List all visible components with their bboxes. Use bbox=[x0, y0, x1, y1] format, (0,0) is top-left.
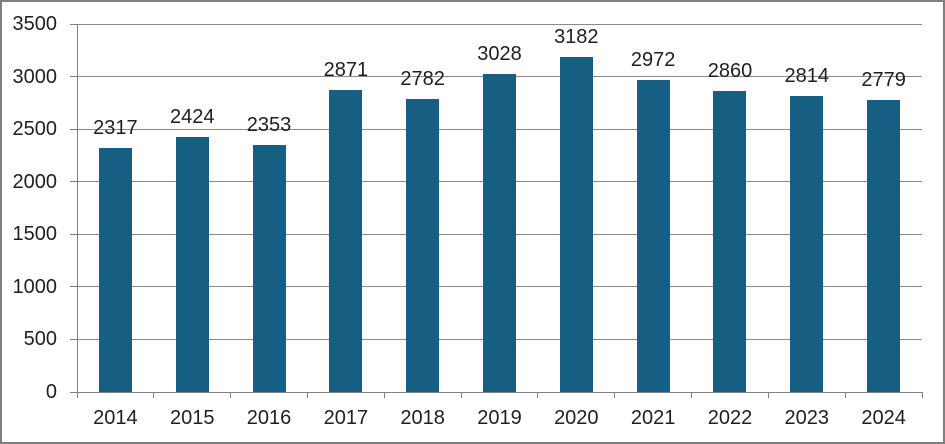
y-axis-tick bbox=[70, 23, 77, 25]
x-axis-line bbox=[77, 392, 922, 393]
y-axis-tick bbox=[70, 181, 77, 183]
y-axis-tick-label: 3500 bbox=[12, 13, 58, 35]
x-axis-tick bbox=[537, 392, 539, 398]
x-axis-tick-label: 2020 bbox=[554, 407, 599, 429]
bar-value-label: 2860 bbox=[707, 60, 753, 83]
bar-2018 bbox=[406, 99, 440, 392]
x-axis-tick bbox=[844, 392, 846, 398]
bar-2017 bbox=[329, 90, 363, 392]
y-axis-line bbox=[77, 24, 78, 392]
bar-2019 bbox=[483, 73, 516, 392]
y-axis-tick bbox=[70, 76, 77, 78]
bar-2020 bbox=[559, 57, 593, 392]
x-axis-tick bbox=[383, 392, 385, 398]
bar-2015 bbox=[175, 137, 209, 392]
y-axis-tick-label: 0 bbox=[45, 381, 57, 403]
bar-value-label: 2317 bbox=[93, 117, 138, 140]
bar-value-label: 2353 bbox=[246, 113, 292, 136]
y-axis-tick-label: 500 bbox=[23, 328, 57, 351]
x-axis-tick bbox=[921, 392, 923, 398]
x-axis-tick-label: 2014 bbox=[93, 407, 138, 429]
bar-2022 bbox=[713, 91, 747, 392]
x-axis-tick bbox=[153, 392, 155, 398]
y-axis-tick-label: 2000 bbox=[12, 170, 58, 193]
x-axis-tick bbox=[460, 392, 462, 398]
x-axis-tick-label: 2019 bbox=[477, 407, 522, 429]
x-axis-tick-label: 2024 bbox=[861, 407, 906, 429]
y-axis-tick bbox=[70, 391, 77, 393]
x-axis-tick-label: 2021 bbox=[630, 407, 676, 429]
x-axis-tick-label: 2018 bbox=[400, 407, 445, 429]
y-axis-tick bbox=[70, 286, 77, 288]
bar-value-label: 2782 bbox=[400, 68, 445, 91]
bar-value-label: 2814 bbox=[784, 65, 830, 88]
bar-value-label: 3028 bbox=[477, 42, 522, 65]
y-axis-tick bbox=[70, 338, 77, 340]
x-axis-tick-label: 2016 bbox=[246, 407, 292, 429]
x-axis-tick bbox=[230, 392, 232, 398]
y-axis-tick bbox=[70, 128, 77, 130]
x-axis-tick bbox=[767, 392, 769, 398]
bar-2021 bbox=[636, 79, 670, 392]
bar-2014 bbox=[98, 148, 132, 392]
x-axis-tick-label: 2015 bbox=[169, 407, 215, 429]
x-axis-tick-label: 2017 bbox=[323, 407, 369, 429]
x-axis-tick-label: 2023 bbox=[784, 407, 830, 429]
x-axis-tick-label: 2022 bbox=[707, 407, 753, 429]
bar-value-label: 2424 bbox=[169, 106, 215, 129]
x-axis-tick bbox=[691, 392, 693, 398]
bar-value-label: 2871 bbox=[323, 59, 369, 82]
bar-value-label: 2779 bbox=[861, 68, 906, 91]
bar-2024 bbox=[867, 99, 901, 392]
y-axis-tick-label: 2500 bbox=[12, 118, 58, 141]
bar-value-label: 3182 bbox=[554, 26, 599, 49]
bar-2023 bbox=[790, 96, 824, 392]
x-axis-tick bbox=[614, 392, 616, 398]
x-axis-tick bbox=[76, 392, 78, 398]
y-axis-tick-label: 1000 bbox=[12, 275, 58, 298]
y-axis-tick bbox=[70, 233, 77, 235]
gridline bbox=[77, 23, 922, 25]
bar-value-label: 2972 bbox=[630, 48, 676, 71]
x-axis-tick bbox=[306, 392, 308, 398]
y-axis-tick-label: 1500 bbox=[12, 223, 58, 246]
bar-2016 bbox=[252, 144, 286, 392]
y-axis-tick-label: 3000 bbox=[12, 65, 58, 88]
